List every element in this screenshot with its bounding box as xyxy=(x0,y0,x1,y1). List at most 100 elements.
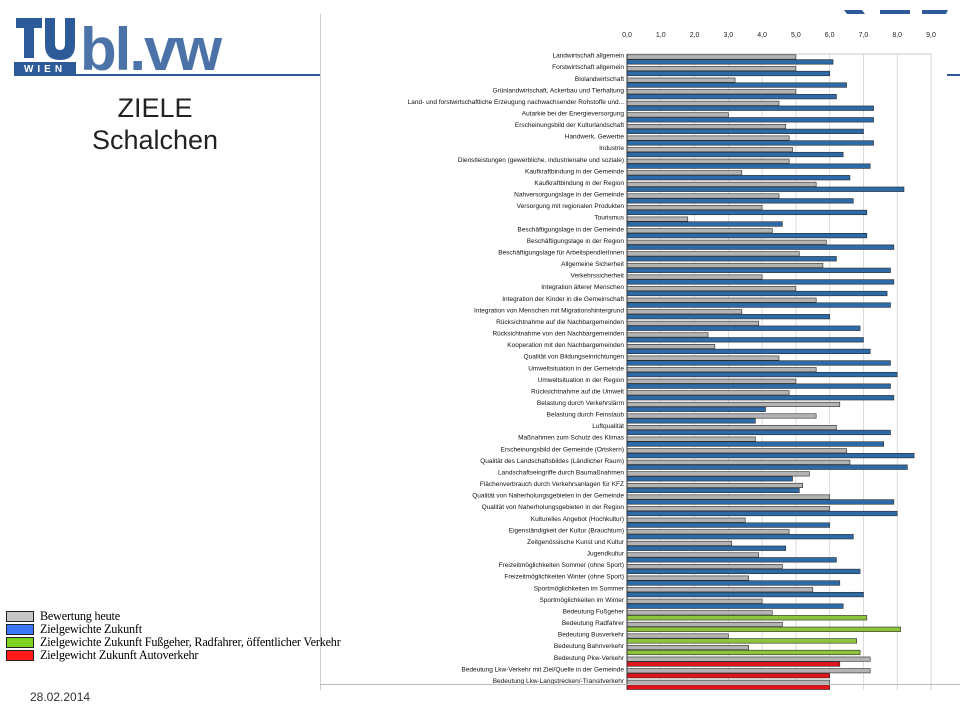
bar-zielgewichte-zukunft xyxy=(626,580,841,586)
bar-bewertung-heute xyxy=(626,251,800,257)
bar-zielgewicht-autoverkehr xyxy=(626,684,830,690)
bar-zielgewichte-zukunft xyxy=(626,256,837,262)
category-label: Qualität von Bildungseinrichtungen xyxy=(524,354,625,361)
bar-bewertung-heute xyxy=(626,66,797,72)
bar-bewertung-heute xyxy=(626,540,733,546)
bar-zielgewichte-zukunft xyxy=(626,302,891,308)
bar-zielgewichte-nichtmotorisiert-oev xyxy=(626,615,868,621)
category-label: Beschäftigungslage in der Gemeinde xyxy=(517,226,624,233)
bar-bewertung-heute xyxy=(626,459,851,465)
category-label: Sportmöglichkeiten im Sommer xyxy=(534,585,625,592)
bar-bewertung-heute xyxy=(626,598,763,604)
bar-zielgewichte-zukunft xyxy=(626,221,783,227)
x-tick-label: 3,0 xyxy=(723,32,733,39)
category-label: Integration älterer Menschen xyxy=(541,284,624,291)
bar-zielgewichte-zukunft xyxy=(626,406,766,412)
bar-zielgewichte-zukunft xyxy=(626,94,837,100)
bar-bewertung-heute xyxy=(626,297,817,303)
bar-bewertung-heute xyxy=(626,193,780,199)
bar-zielgewichte-zukunft xyxy=(626,117,874,123)
bar-bewertung-heute xyxy=(626,170,743,176)
bar-zielgewichte-zukunft xyxy=(626,59,834,65)
category-label: Qualität von Naherholungsgebieten in der… xyxy=(472,493,624,500)
category-label: Luftqualität xyxy=(592,423,624,430)
category-label: Landschaftseingriffe durch Baumaßnahmen xyxy=(498,469,624,476)
category-label: Bedeutung Bahnverkehr xyxy=(554,643,625,650)
bar-bewertung-heute xyxy=(626,401,841,407)
bar-zielgewichte-zukunft xyxy=(626,487,800,493)
category-label: Rücksichtnahme auf die Nachbargemeinden xyxy=(496,319,624,326)
category-label: Umweltsituation in der Region xyxy=(538,377,625,384)
bar-bewertung-heute xyxy=(626,239,827,245)
bar-zielgewichte-zukunft xyxy=(626,151,844,158)
bar-bewertung-heute xyxy=(626,645,749,651)
category-label: Qualität des Landschaftsbildes (Ländlich… xyxy=(480,458,624,465)
bar-bewertung-heute xyxy=(626,147,793,153)
bar-bewertung-heute xyxy=(626,77,736,83)
bar-bewertung-heute xyxy=(626,205,763,211)
category-label: Kaufkraftbindung in der Gemeinde xyxy=(525,168,624,175)
category-label: Zeitgenössische Kunst und Kultur xyxy=(527,539,625,546)
category-label: Forstwirtschaft allgemein xyxy=(552,64,624,71)
category-label: Erscheinungsbild der Kulturlandschaft xyxy=(515,122,624,129)
category-label: Beschäftigungslage in der Region xyxy=(527,238,625,245)
slide-title: ZIELE Schalchen xyxy=(30,92,280,156)
category-label: Landwirtschaft allgemein xyxy=(552,53,624,60)
bar-bewertung-heute xyxy=(626,320,760,326)
bar-zielgewichte-zukunft xyxy=(626,163,871,169)
bar-zielgewichte-zukunft xyxy=(626,453,915,459)
bar-zielgewichte-zukunft xyxy=(626,244,895,250)
x-tick-label: 9,0 xyxy=(926,32,936,39)
category-label: Bedeutung Lkw-Langstrecken/-Transitverke… xyxy=(493,678,625,685)
x-tick-label: 2,0 xyxy=(690,32,700,39)
category-label: Dienstleistungen (gewerbliche, industrie… xyxy=(458,157,624,164)
bar-bewertung-heute xyxy=(626,517,746,523)
bar-bewertung-heute xyxy=(626,552,760,558)
category-label: Belastung durch Verkehrslärm xyxy=(537,400,624,407)
bar-zielgewichte-zukunft xyxy=(626,545,787,551)
legend-label: Zielgewichte Zukunft Fußgeher, Radfahrer… xyxy=(40,634,341,649)
legend-label: Bewertung heute xyxy=(40,608,120,623)
bar-zielgewichte-zukunft xyxy=(626,128,864,134)
category-label: Kaufkraftbindung in der Region xyxy=(534,180,624,187)
bar-zielgewichte-zukunft xyxy=(626,279,895,285)
header-rule-right xyxy=(946,74,960,76)
bar-zielgewichte-zukunft xyxy=(626,371,898,378)
category-label: Nahversorgungslage in der Gemeinde xyxy=(514,192,624,199)
category-label: Sportmöglichkeiten im Winter xyxy=(539,597,624,604)
bar-bewertung-heute xyxy=(626,482,803,488)
bar-zielgewichte-zukunft xyxy=(626,603,844,609)
legend-item: Zielgewichte Zukunft Fußgeher, Radfahrer… xyxy=(6,635,341,649)
bar-zielgewichte-zukunft xyxy=(626,429,891,436)
bar-zielgewichte-zukunft xyxy=(626,360,891,366)
bar-bewertung-heute xyxy=(626,367,817,373)
x-tick-label: 6,0 xyxy=(825,32,835,39)
category-label: Jugendkultur xyxy=(587,551,625,558)
slide-title-line2: Schalchen xyxy=(91,125,219,155)
bar-bewertung-heute xyxy=(626,575,749,581)
bar-zielgewicht-autoverkehr xyxy=(626,673,830,679)
category-label: Tourismus xyxy=(594,215,624,222)
bar-bewertung-heute xyxy=(626,610,773,616)
bar-bewertung-heute xyxy=(626,390,790,396)
category-label: Land- und forstwirtschaftliche Erzeugung… xyxy=(408,99,625,106)
bar-zielgewichte-zukunft xyxy=(626,568,861,575)
category-label: Rücksichtnahme auf die Umwelt xyxy=(531,388,624,395)
legend-swatch xyxy=(6,610,34,622)
category-label: Bedeutung Lkw-Verkehr mit Ziel/Quelle in… xyxy=(461,666,624,673)
bar-bewertung-heute xyxy=(626,135,790,141)
category-label: Integration von Menschen mit Migrationsh… xyxy=(474,307,624,314)
category-label: Freizeitmöglichkeiten Sommer (ohne Sport… xyxy=(499,562,624,569)
bar-zielgewichte-zukunft xyxy=(626,534,854,540)
bar-zielgewicht-autoverkehr xyxy=(626,661,841,667)
svg-text:WIEN: WIEN xyxy=(24,64,66,75)
bar-zielgewichte-zukunft xyxy=(626,522,830,528)
category-label: Bedeutung Busverkehr xyxy=(558,632,625,639)
bar-zielgewichte-zukunft xyxy=(626,591,864,598)
bar-zielgewichte-zukunft xyxy=(626,337,864,343)
bar-bewertung-heute xyxy=(626,587,814,593)
bar-bewertung-heute xyxy=(626,112,729,118)
bar-bewertung-heute xyxy=(626,181,817,187)
bar-zielgewichte-zukunft xyxy=(626,290,888,297)
bar-bewertung-heute xyxy=(626,54,797,60)
